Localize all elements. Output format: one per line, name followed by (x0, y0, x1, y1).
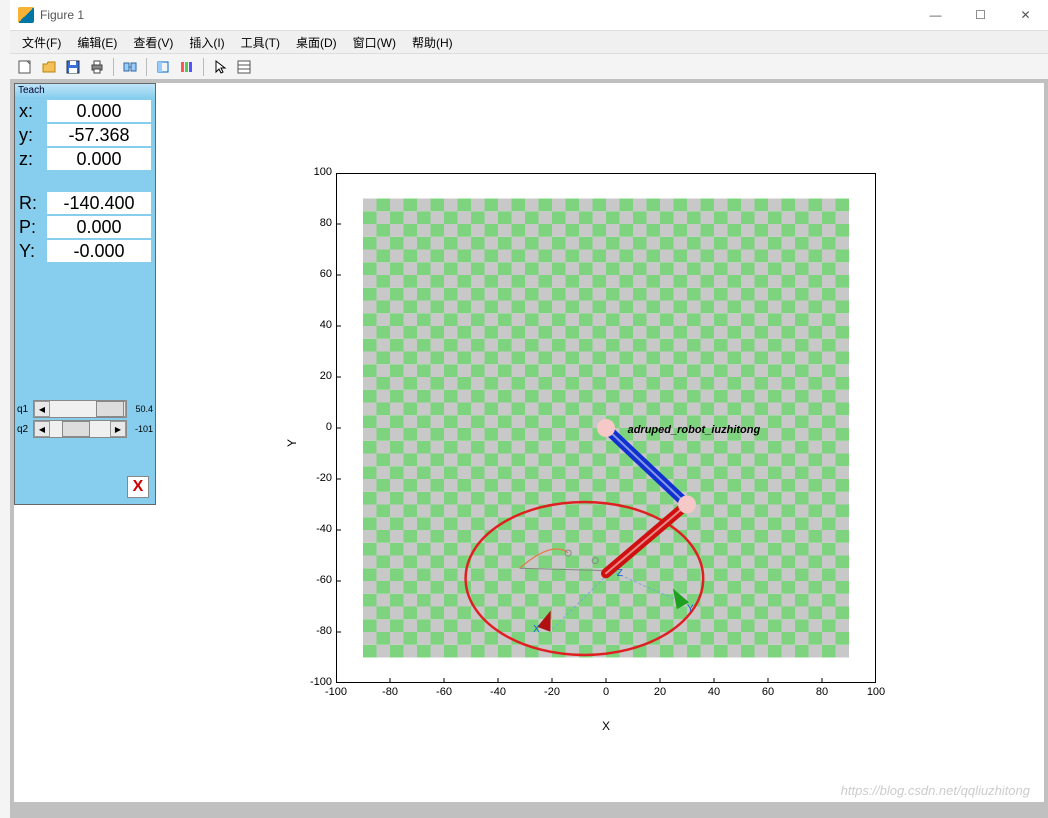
y-tick-label: 60 (302, 268, 332, 280)
menubar: 文件(F)编辑(E)查看(V)插入(I)工具(T)桌面(D)窗口(W)帮助(H) (10, 31, 1048, 53)
window-title: Figure 1 (40, 8, 913, 22)
teach-label: x: (19, 101, 45, 122)
inspector-icon[interactable] (233, 56, 255, 78)
y-tick-label: 20 (302, 370, 332, 382)
watermark-text: https://blog.csdn.net/qqliuzhitong (841, 783, 1030, 798)
svg-text:X: X (533, 624, 540, 635)
close-button[interactable]: ✕ (1003, 0, 1048, 30)
print-icon[interactable] (86, 56, 108, 78)
x-tick-label: 40 (702, 686, 726, 698)
slider-label: q1 (17, 404, 33, 415)
teach-value: 0.000 (47, 148, 151, 170)
y-tick-label: 100 (302, 166, 332, 178)
slider-label: q2 (17, 424, 33, 435)
svg-text:Y: Y (687, 604, 694, 615)
teach-panel: Teach x:0.000y:-57.368z:0.000 R:-140.400… (14, 83, 156, 505)
y-tick-label: -40 (302, 523, 332, 535)
teach-label: y: (19, 125, 45, 146)
pointer-icon[interactable] (209, 56, 231, 78)
axes[interactable]: X Y Zadruped_robot_iuzhitong (336, 173, 876, 683)
teach-label: R: (19, 193, 45, 214)
y-tick-label: -100 (302, 676, 332, 688)
teach-value: 0.000 (47, 216, 151, 238)
y-tick-label: -20 (302, 472, 332, 484)
y-tick-label: -60 (302, 574, 332, 586)
open-icon[interactable] (38, 56, 60, 78)
teach-header: Teach (15, 84, 155, 97)
link-icon[interactable] (119, 56, 141, 78)
teach-label: z: (19, 149, 45, 170)
slider-value: -101 (127, 424, 153, 434)
x-tick-label: 100 (864, 686, 888, 698)
joint-slider[interactable]: ◀▶ (33, 420, 127, 438)
svg-text:Z: Z (617, 568, 623, 579)
teach-value: -140.400 (47, 192, 151, 214)
svg-text:adruped_robot_iuzhitong: adruped_robot_iuzhitong (628, 424, 761, 436)
maximize-button[interactable]: ☐ (958, 0, 1003, 30)
slider-value: 50.4 (127, 404, 153, 414)
y-tick-label: -80 (302, 625, 332, 637)
x-tick-label: 80 (810, 686, 834, 698)
joint-slider[interactable]: ◀▶ (33, 400, 127, 418)
teach-value: -57.368 (47, 124, 151, 146)
teach-value: 0.000 (47, 100, 151, 122)
x-tick-label: -20 (540, 686, 564, 698)
figure-area: Teach x:0.000y:-57.368z:0.000 R:-140.400… (10, 79, 1048, 818)
teach-label: Y: (19, 241, 45, 262)
x-tick-label: 20 (648, 686, 672, 698)
y-tick-label: 80 (302, 217, 332, 229)
new-figure-icon[interactable] (14, 56, 36, 78)
menu-item[interactable]: 工具(T) (233, 32, 288, 53)
teach-value: -0.000 (47, 240, 151, 262)
x-tick-label: -40 (486, 686, 510, 698)
teach-close-button[interactable]: X (127, 476, 149, 498)
menu-item[interactable]: 编辑(E) (69, 32, 125, 53)
titlebar: Figure 1 — ☐ ✕ (10, 0, 1048, 31)
y-tick-label: 0 (302, 421, 332, 433)
x-tick-label: 60 (756, 686, 780, 698)
figure-canvas: Teach x:0.000y:-57.368z:0.000 R:-140.400… (14, 83, 1044, 802)
x-tick-label: 0 (594, 686, 618, 698)
teach-label: P: (19, 217, 45, 238)
colorbar-icon[interactable] (176, 56, 198, 78)
menu-item[interactable]: 帮助(H) (404, 32, 461, 53)
menu-item[interactable]: 插入(I) (181, 32, 232, 53)
x-tick-label: -60 (432, 686, 456, 698)
plot-container: Y X Y Zadruped_robot_iuzhitong -100 -80 -60 -… (274, 163, 914, 723)
y-axis-label: Y (285, 439, 299, 447)
x-axis-label: X (602, 719, 610, 733)
y-tick-label: 40 (302, 319, 332, 331)
save-icon[interactable] (62, 56, 84, 78)
matlab-icon (18, 7, 34, 23)
menu-item[interactable]: 窗口(W) (345, 32, 404, 53)
menu-item[interactable]: 桌面(D) (288, 32, 345, 53)
minimize-button[interactable]: — (913, 0, 958, 30)
x-tick-label: -80 (378, 686, 402, 698)
menu-item[interactable]: 文件(F) (14, 32, 69, 53)
menu-item[interactable]: 查看(V) (125, 32, 181, 53)
toolbar (10, 53, 1048, 81)
dock-icon[interactable] (152, 56, 174, 78)
